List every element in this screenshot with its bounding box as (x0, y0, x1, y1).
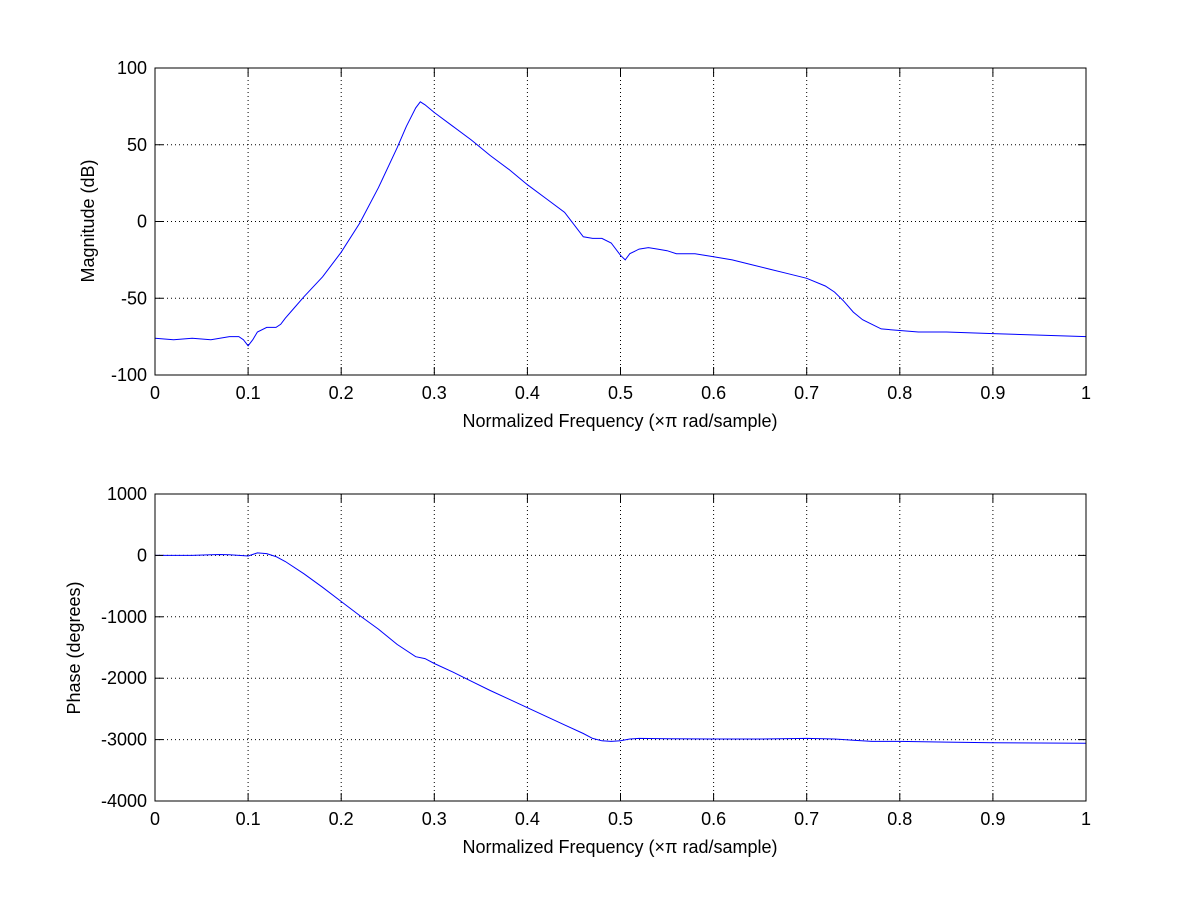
magnitude-xlabel: Normalized Frequency (×π rad/sample) (462, 411, 777, 431)
magnitude-ytick-label: 100 (117, 58, 147, 78)
phase-xtick-label: 1 (1081, 809, 1091, 829)
magnitude-ytick-label: 0 (137, 212, 147, 232)
magnitude-xtick-label: 0.4 (515, 383, 540, 403)
phase-plot: 0 0.1 0.2 0.3 0.4 0.5 0.6 0.7 0.8 0.9 1 -4000 -3000… (64, 484, 1091, 857)
phase-xtick-label: 0 (150, 809, 160, 829)
magnitude-plot-area (155, 68, 1086, 375)
phase-xlabel: Normalized Frequency (×π rad/sample) (462, 837, 777, 857)
phase-xtick-label: 0.7 (794, 809, 819, 829)
phase-xtick-label: 0.3 (422, 809, 447, 829)
magnitude-xtick-label: 0.1 (236, 383, 261, 403)
phase-xtick-label: 0.2 (329, 809, 354, 829)
phase-plot-area (155, 494, 1086, 801)
magnitude-xtick-label: 0.3 (422, 383, 447, 403)
magnitude-xtick-label: 1 (1081, 383, 1091, 403)
magnitude-ylabel: Magnitude (dB) (78, 159, 98, 282)
magnitude-xtick-label: 0.2 (329, 383, 354, 403)
magnitude-xtick-label: 0 (150, 383, 160, 403)
phase-ytick-labels: -4000 -3000 -2000 -1000 0 1000 (101, 484, 147, 811)
phase-xtick-label: 0.9 (980, 809, 1005, 829)
phase-line (155, 552, 1087, 744)
phase-ticks (154, 493, 1087, 802)
magnitude-line (154, 101, 1087, 347)
magnitude-xtick-label: 0.9 (980, 383, 1005, 403)
magnitude-ticks (154, 67, 1087, 376)
phase-ytick-label: 1000 (107, 484, 147, 504)
phase-ytick-label: 0 (137, 545, 147, 565)
phase-ytick-label: -3000 (101, 730, 147, 750)
magnitude-xtick-label: 0.6 (701, 383, 726, 403)
magnitude-ytick-labels: -100 -50 0 50 100 (111, 58, 147, 385)
magnitude-xtick-label: 0.8 (887, 383, 912, 403)
phase-ytick-label: -2000 (101, 668, 147, 688)
magnitude-plot: 0 0.1 0.2 0.3 0.4 0.5 0.6 0.7 0.8 0.9 1 -100 -50 0 50… (78, 58, 1091, 431)
phase-ytick-label: -4000 (101, 791, 147, 811)
phase-xtick-label: 0.8 (887, 809, 912, 829)
phase-xtick-label: 0.6 (701, 809, 726, 829)
phase-ytick-label: -1000 (101, 607, 147, 627)
phase-ylabel: Phase (degrees) (64, 581, 84, 714)
phase-xtick-label: 0.5 (608, 809, 633, 829)
magnitude-xtick-label: 0.5 (608, 383, 633, 403)
magnitude-ytick-label: 50 (127, 135, 147, 155)
magnitude-ytick-label: -100 (111, 365, 147, 385)
phase-xtick-label: 0.4 (515, 809, 540, 829)
magnitude-ytick-label: -50 (121, 288, 147, 308)
magnitude-xtick-label: 0.7 (794, 383, 819, 403)
magnitude-xtick-labels: 0 0.1 0.2 0.3 0.4 0.5 0.6 0.7 0.8 0.9 1 (150, 383, 1091, 403)
phase-xtick-labels: 0 0.1 0.2 0.3 0.4 0.5 0.6 0.7 0.8 0.9 1 (150, 809, 1091, 829)
phase-xtick-label: 0.1 (236, 809, 261, 829)
